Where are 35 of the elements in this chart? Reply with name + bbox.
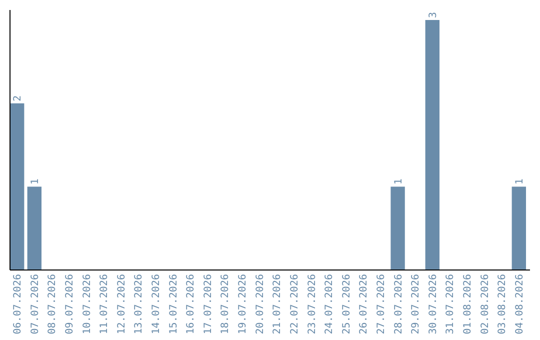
data-label: 1 xyxy=(30,178,41,185)
x-tick-label: 25.07.2026 xyxy=(341,274,352,334)
x-tick-label: 23.07.2026 xyxy=(306,274,318,334)
data-label: 1 xyxy=(514,178,526,185)
x-tick-label: 11.07.2026 xyxy=(99,274,110,334)
x-tick-label: 09.07.2026 xyxy=(64,274,76,334)
x-tick-label: 20.07.2026 xyxy=(254,274,266,334)
x-tick-label: 08.07.2026 xyxy=(47,274,58,334)
x-tick-label: 13.07.2026 xyxy=(134,274,145,334)
x-tick-label: 12.07.2026 xyxy=(116,274,128,334)
x-tick-label: 27.07.2026 xyxy=(376,274,387,334)
x-tick-label: 28.07.2026 xyxy=(393,274,404,334)
x-tick-label: 31.07.2026 xyxy=(445,274,456,334)
x-tick-label: 21.07.2026 xyxy=(272,274,284,334)
x-tick-label: 26.07.2026 xyxy=(358,274,370,334)
x-tick-label: 14.07.2026 xyxy=(151,274,162,334)
x-tick-label: 02.08.2026 xyxy=(480,274,491,334)
x-tick-label: 10.07.2026 xyxy=(82,274,93,334)
x-tick-label: 15.07.2026 xyxy=(168,274,180,334)
x-tick-label: 19.07.2026 xyxy=(238,274,249,334)
data-label: 3 xyxy=(428,12,439,18)
x-tick-label: 29.07.2026 xyxy=(410,274,422,334)
data-label: 1 xyxy=(393,178,404,185)
x-tick-label: 30.07.2026 xyxy=(428,274,439,334)
x-tick-label: 18.07.2026 xyxy=(220,274,232,334)
x-tick-label: 06.07.2026 xyxy=(12,274,24,334)
x-tick-label: 17.07.2026 xyxy=(202,274,214,334)
x-tick-label: 04.08.2026 xyxy=(514,274,526,334)
x-tick-label: 01.08.2026 xyxy=(462,274,474,334)
x-tick-label: 16.07.2026 xyxy=(186,274,197,334)
x-tick-label: 24.07.2026 xyxy=(324,274,336,334)
data-label: 2 xyxy=(12,95,24,102)
x-tick-label: 03.08.2026 xyxy=(497,274,508,334)
x-tick-label: 07.07.2026 xyxy=(30,274,41,334)
x-tick-label: 22.07.2026 xyxy=(289,274,300,334)
